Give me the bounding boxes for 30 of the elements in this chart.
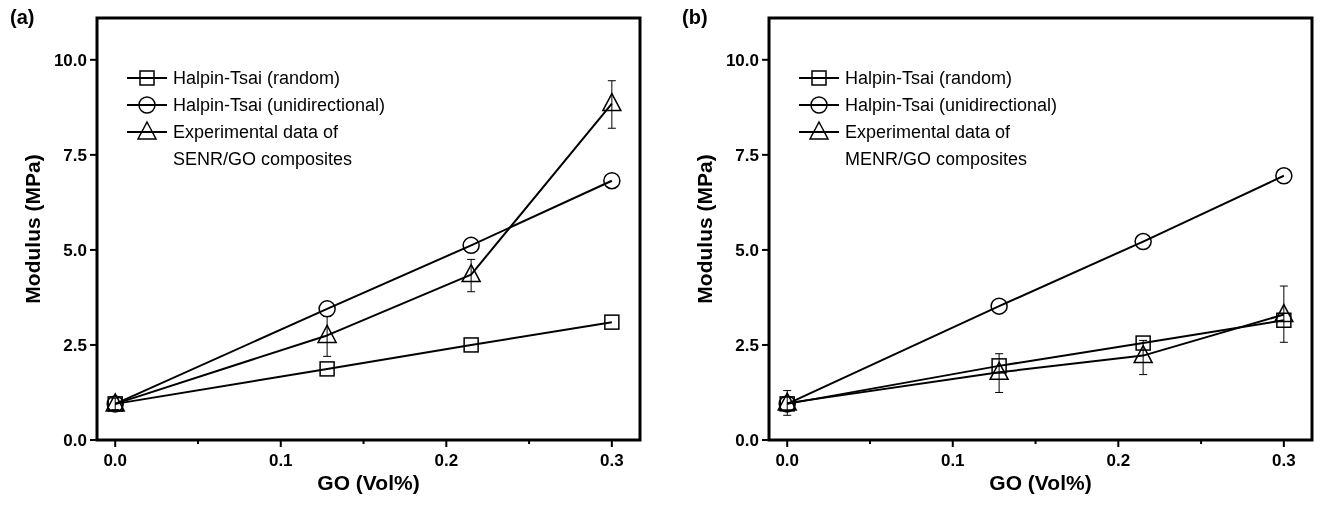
x-tick-label: 0.2	[1106, 451, 1131, 470]
legend-label: Halpin-Tsai (unidirectional)	[173, 95, 386, 115]
x-axis-title: GO (Vol%)	[989, 471, 1092, 494]
legend-label: Halpin-Tsai (random)	[845, 68, 1013, 88]
x-tick-label: 0.3	[600, 451, 624, 470]
legend-label: Halpin-Tsai (unidirectional)	[845, 95, 1058, 115]
y-tick-label: 2.5	[735, 335, 759, 355]
chart-title: (a)	[10, 6, 35, 28]
y-tick-label: 0.0	[735, 431, 759, 450]
chart-title: (b)	[682, 6, 708, 28]
x-tick-label: 0.3	[1272, 451, 1296, 470]
x-tick-label: 0.1	[268, 451, 293, 470]
y-tick-label: 2.5	[63, 335, 87, 355]
y-tick-label: 10.0	[725, 50, 759, 70]
y-tick-label: 10.0	[53, 50, 87, 70]
legend-label: Experimental data of MENR/GO composites	[845, 122, 1028, 169]
y-tick-label: 7.5	[63, 145, 87, 165]
y-axis-title: Modulus (MPa)	[693, 154, 716, 304]
x-axis-title: GO (Vol%)	[317, 471, 420, 494]
x-tick-label: 0.0	[775, 451, 800, 470]
x-tick-label: 0.1	[940, 451, 965, 470]
y-axis-title: Modulus (MPa)	[21, 154, 44, 304]
y-tick-label: 7.5	[735, 145, 759, 165]
y-tick-label: 0.0	[63, 431, 87, 450]
x-tick-label: 0.2	[434, 451, 459, 470]
y-tick-label: 5.0	[63, 240, 87, 260]
legend-label: Halpin-Tsai (random)	[173, 68, 341, 88]
legend-label: Experimental data of SENR/GO composites	[173, 122, 353, 169]
x-tick-label: 0.0	[103, 451, 128, 470]
y-tick-label: 5.0	[735, 240, 759, 260]
